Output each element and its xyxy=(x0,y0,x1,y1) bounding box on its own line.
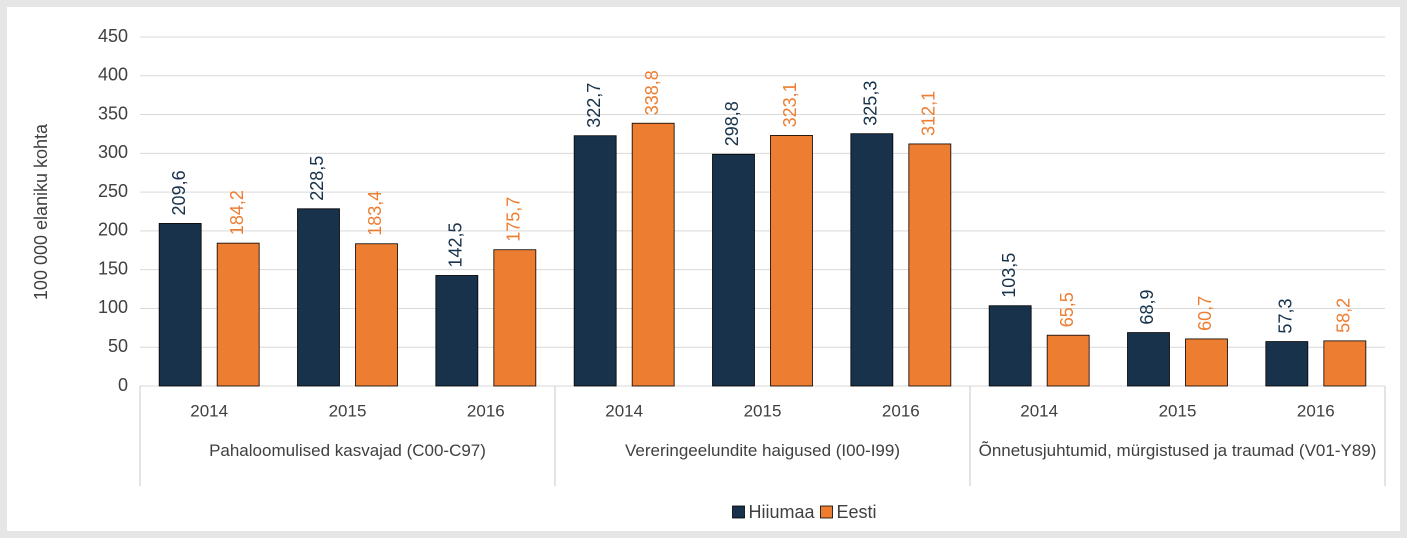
y-axis-label: 100 000 elaniku kohta xyxy=(31,123,51,300)
y-tick-label: 0 xyxy=(118,375,128,395)
bar xyxy=(297,208,340,387)
x-tick-label: 2015 xyxy=(744,401,782,420)
y-tick-label: 400 xyxy=(98,65,128,85)
data-label: 142,5 xyxy=(446,222,466,267)
data-label: 65,5 xyxy=(1057,292,1077,327)
data-label: 338,8 xyxy=(642,70,662,115)
data-label: 323,1 xyxy=(780,82,800,127)
bar xyxy=(158,223,202,387)
x-tick-label: 2016 xyxy=(882,401,920,420)
bar xyxy=(770,135,813,387)
x-tick-label: 2016 xyxy=(467,401,505,420)
bar xyxy=(631,122,675,387)
data-label: 57,3 xyxy=(1276,299,1296,334)
bar xyxy=(355,243,398,387)
y-tick-label: 450 xyxy=(98,26,128,46)
data-label: 60,7 xyxy=(1195,296,1215,331)
x-tick-label: 2015 xyxy=(1159,401,1197,420)
bar xyxy=(850,133,894,387)
bar xyxy=(1265,341,1309,387)
legend-swatch xyxy=(820,505,833,519)
x-tick-label: 2015 xyxy=(329,401,367,420)
x-tick-label: 2014 xyxy=(1020,401,1058,420)
bar xyxy=(908,143,952,387)
group-label: Vereringeelundite haigused (I00-I99) xyxy=(624,441,901,460)
group-label: Pahaloomulised kasvajad (C00-C97) xyxy=(209,441,486,460)
y-tick-label: 100 xyxy=(98,297,128,317)
y-tick-label: 150 xyxy=(98,258,128,278)
legend-swatch xyxy=(732,505,745,519)
group-label-box: Õnnetusjuhtumid, mürgistused ja traumad … xyxy=(978,441,1377,460)
bar xyxy=(1185,338,1228,387)
y-tick-label: 50 xyxy=(108,336,128,356)
x-tick-label: 2016 xyxy=(1297,401,1335,420)
data-label: 58,2 xyxy=(1334,298,1354,333)
data-label: 312,1 xyxy=(919,91,939,136)
data-label: 322,7 xyxy=(584,83,604,128)
data-label: 183,4 xyxy=(365,191,385,236)
data-label: 325,3 xyxy=(861,81,881,126)
bar xyxy=(493,249,537,387)
y-tick-label: 200 xyxy=(98,220,128,240)
x-tick-label: 2014 xyxy=(605,401,643,420)
data-label: 184,2 xyxy=(227,190,247,235)
bar xyxy=(435,275,479,387)
y-tick-label: 300 xyxy=(98,142,128,162)
data-label: 298,8 xyxy=(722,101,742,146)
group-label-box: Pahaloomulised kasvajad (C00-C97) xyxy=(209,441,486,460)
bar xyxy=(712,153,755,387)
group-label-box: Vereringeelundite haigused (I00-I99) xyxy=(624,441,901,460)
x-tick-label: 2014 xyxy=(190,401,228,420)
legend-label: Eesti xyxy=(837,502,877,522)
group-label: Õnnetusjuhtumid, mürgistused ja traumad … xyxy=(978,441,1377,460)
y-tick-label: 250 xyxy=(98,181,128,201)
bar xyxy=(573,135,617,387)
bar xyxy=(988,305,1032,387)
data-label: 103,5 xyxy=(999,253,1019,298)
data-label: 228,5 xyxy=(307,156,327,201)
y-tick-label: 350 xyxy=(98,103,128,123)
bar xyxy=(1323,340,1367,387)
bar xyxy=(1046,334,1090,387)
data-label: 209,6 xyxy=(169,170,189,215)
data-label: 175,7 xyxy=(504,197,524,242)
legend-label: Hiiumaa xyxy=(749,502,816,522)
data-label: 68,9 xyxy=(1137,290,1157,325)
bar xyxy=(216,242,260,387)
bar xyxy=(1127,332,1170,387)
